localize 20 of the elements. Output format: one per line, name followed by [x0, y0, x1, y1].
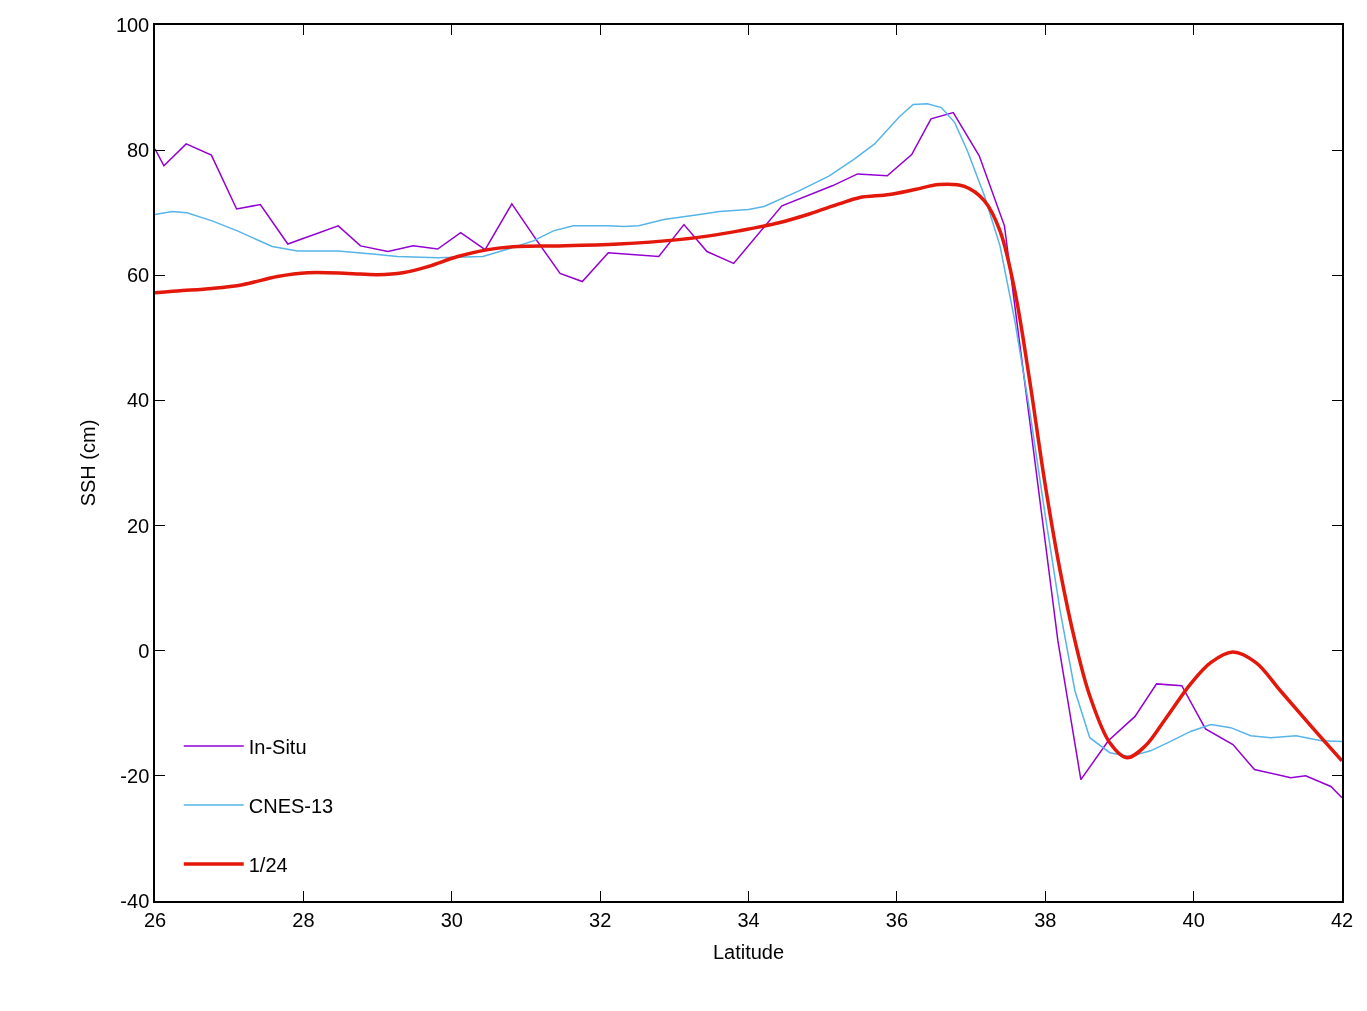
- legend-label: 1/24: [248, 853, 288, 876]
- x-tick-label: 42: [1330, 908, 1354, 931]
- y-axis-title: SSH (cm): [76, 419, 99, 507]
- legend-label: In-Situ: [248, 735, 307, 758]
- x-tick-label: 40: [1182, 908, 1205, 931]
- x-tick-label: 34: [737, 908, 760, 931]
- legend-label: CNES-13: [248, 794, 334, 817]
- y-tick-label: 80: [127, 139, 150, 162]
- y-tick-label: 40: [127, 389, 150, 412]
- y-tick-label: 0: [138, 639, 150, 662]
- x-tick-label: 32: [589, 908, 612, 931]
- y-tick-label: 60: [127, 264, 150, 287]
- x-tick-label: 36: [885, 908, 909, 931]
- y-tick-label: 100: [115, 14, 150, 36]
- y-tick-label: 20: [127, 514, 150, 537]
- x-axis-title: Latitude: [712, 940, 785, 963]
- y-tick-label: -20: [120, 764, 150, 787]
- x-tick-label: 30: [440, 908, 463, 931]
- x-tick-label: 28: [292, 908, 315, 931]
- x-tick-label: 38: [1034, 908, 1057, 931]
